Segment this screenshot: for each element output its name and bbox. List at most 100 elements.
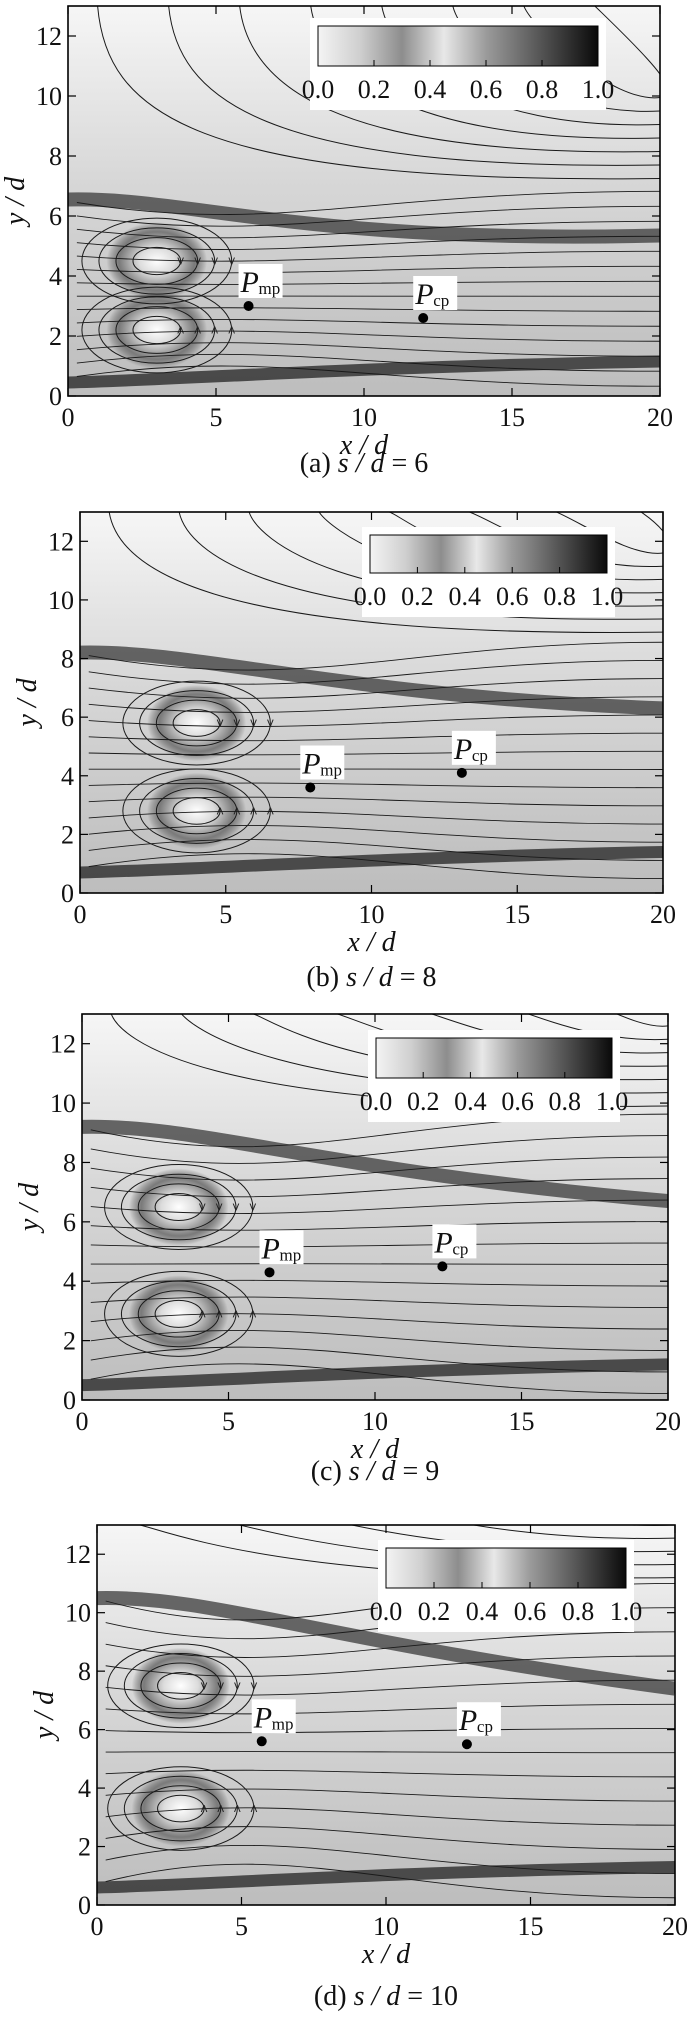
streamline-loop bbox=[157, 1671, 205, 1700]
x-tick-label: 10 bbox=[362, 1407, 388, 1436]
streamline-wake bbox=[105, 1844, 675, 1875]
streamline-wake bbox=[105, 1826, 675, 1850]
y-tick-label: 6 bbox=[61, 703, 74, 732]
y-tick-label: 4 bbox=[63, 1267, 76, 1296]
x-axis-label: x / d bbox=[346, 927, 396, 958]
streamline-wake bbox=[90, 1296, 668, 1308]
streamline-top bbox=[333, 1525, 675, 1539]
colorbar-tick-label: 0.2 bbox=[401, 582, 434, 611]
colorbar-tick-label: 1.0 bbox=[610, 1597, 643, 1626]
colorbar-tick-label: 0.2 bbox=[418, 1597, 451, 1626]
streamline-wake bbox=[76, 307, 660, 312]
colorbar-tick-label: 0.0 bbox=[354, 582, 387, 611]
streamline-loop bbox=[132, 315, 181, 345]
streamline-wake bbox=[105, 1863, 675, 1899]
y-tick-label: 12 bbox=[65, 1540, 91, 1569]
streamline-wake bbox=[88, 678, 663, 699]
colorbar-tick-label: 0.2 bbox=[407, 1087, 440, 1116]
streamline-top bbox=[533, 1014, 668, 1027]
panel-c: 0 5 10 15 20 0 2 4 6 8 10 12 x / d y / d 0.0 0.2 0.4 0.6 0… bbox=[14, 1013, 681, 1487]
streamline-wake bbox=[88, 796, 663, 807]
streamline-wake bbox=[88, 768, 663, 770]
y-tick-label: 8 bbox=[49, 142, 62, 171]
streamline-wake bbox=[88, 853, 663, 880]
x-axis-label: x / d bbox=[350, 1434, 400, 1465]
streamline-wake bbox=[88, 810, 663, 825]
x-axis-label: x / d bbox=[361, 1939, 411, 1970]
x-tick-label: 15 bbox=[499, 403, 525, 432]
point-label-subscript-cp: cp bbox=[433, 291, 449, 310]
streamline-top bbox=[462, 1014, 668, 1040]
point-label-mp: P bbox=[253, 1701, 272, 1734]
vortex-core-2 bbox=[106, 291, 208, 369]
colorbar-tick-label: 0.8 bbox=[526, 75, 559, 104]
x-tick-label: 0 bbox=[91, 1912, 104, 1941]
upper-shear-layer bbox=[97, 1590, 675, 1696]
streamline-wake bbox=[88, 782, 663, 789]
y-axis-label: y / d bbox=[29, 1690, 60, 1742]
streamline-wake bbox=[90, 1329, 668, 1351]
y-tick-label: 8 bbox=[78, 1657, 91, 1686]
streamline-wake bbox=[88, 732, 663, 742]
streamline-loop bbox=[123, 1652, 237, 1719]
panel-d: 0 5 10 15 20 0 2 4 6 8 10 12 x / d y / d 0.0 0.2 0.4 0.6 0… bbox=[29, 1524, 688, 2012]
x-tick-label: 20 bbox=[662, 1912, 688, 1941]
colorbar-tick-label: 1.0 bbox=[582, 75, 615, 104]
streamline-top bbox=[528, 512, 663, 554]
streamline-wake bbox=[90, 1363, 668, 1394]
colorbar bbox=[369, 534, 608, 574]
streamline-wake bbox=[76, 353, 660, 372]
streamline-wake bbox=[105, 1631, 675, 1658]
y-tick-label: 2 bbox=[61, 820, 74, 849]
y-tick-label: 12 bbox=[48, 527, 74, 556]
streamline-wake bbox=[76, 280, 660, 285]
streamline-loop bbox=[122, 768, 270, 854]
point-label-background bbox=[300, 745, 345, 780]
streamline-loop bbox=[120, 1173, 236, 1241]
streamline-loop bbox=[104, 1164, 253, 1250]
y-tick-label: 4 bbox=[49, 262, 62, 291]
streamline-wake bbox=[90, 1156, 668, 1181]
streamline-wake bbox=[76, 205, 660, 227]
streamline-wake bbox=[105, 1679, 675, 1696]
streamline-wake bbox=[76, 342, 660, 357]
colorbar-tick-label: 0.0 bbox=[302, 75, 335, 104]
x-tick-label: 5 bbox=[235, 1912, 248, 1941]
streamline-wake bbox=[88, 696, 663, 713]
streamline-wake bbox=[105, 1728, 675, 1734]
point-label-subscript-cp: cp bbox=[452, 1239, 468, 1258]
point-label-subscript-mp: mp bbox=[259, 279, 281, 298]
streamline-wake bbox=[76, 365, 660, 387]
colorbar-tick-label: 0.4 bbox=[466, 1597, 499, 1626]
panel-caption: (a) s / d = 6 bbox=[300, 448, 429, 479]
streamline-wake bbox=[90, 1242, 668, 1248]
streamline-wake bbox=[105, 1807, 675, 1826]
point-label-subscript-mp: mp bbox=[280, 1245, 302, 1264]
y-tick-label: 10 bbox=[36, 82, 62, 111]
point-marker-mp bbox=[243, 301, 254, 311]
y-tick-label: 8 bbox=[61, 645, 74, 674]
point-label-background bbox=[238, 264, 283, 298]
x-tick-label: 15 bbox=[504, 900, 530, 929]
streamline-wake bbox=[90, 1135, 668, 1164]
streamline-wake bbox=[105, 1655, 675, 1677]
streamline-loop bbox=[155, 699, 236, 747]
panel-caption: (c) s / d = 9 bbox=[311, 1456, 440, 1487]
point-marker-cp bbox=[461, 1739, 472, 1750]
colorbar bbox=[375, 1037, 613, 1079]
point-label-background bbox=[251, 1699, 296, 1734]
colorbar-tick-label: 1.0 bbox=[596, 1087, 629, 1116]
point-label-cp: P bbox=[453, 733, 472, 766]
streamline-wake bbox=[105, 1788, 675, 1802]
streamline-top bbox=[472, 1525, 474, 1526]
y-tick-label: 2 bbox=[63, 1327, 76, 1356]
lower-shear-layer bbox=[68, 355, 660, 389]
x-tick-label: 0 bbox=[76, 1407, 89, 1436]
streamline-top bbox=[611, 1525, 612, 1526]
point-marker-cp bbox=[437, 1261, 448, 1272]
streamline-wake bbox=[88, 714, 663, 727]
lower-shear-layer bbox=[82, 1358, 668, 1392]
point-label-mp: P bbox=[240, 266, 259, 299]
streamline-top bbox=[403, 1525, 675, 1526]
